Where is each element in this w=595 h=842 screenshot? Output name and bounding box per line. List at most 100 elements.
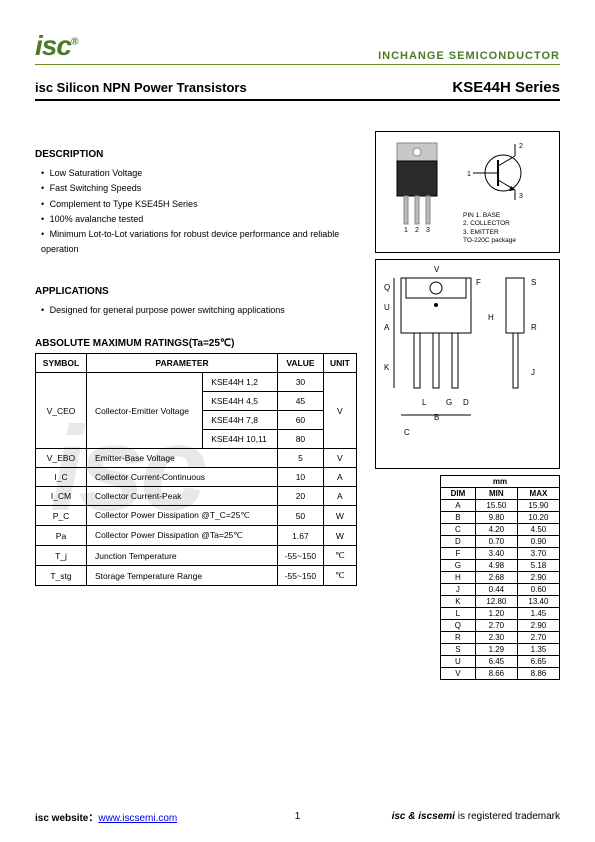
dim-cell: 2.90: [517, 571, 559, 583]
cell-unit: ℃: [323, 566, 356, 586]
table-row: F3.403.70: [441, 547, 560, 559]
dim-cell: 4.50: [517, 523, 559, 535]
svg-text:K: K: [384, 363, 390, 372]
svg-text:S: S: [531, 278, 536, 287]
dim-cell: J: [441, 583, 476, 595]
list-item: Low Saturation Voltage: [41, 166, 357, 181]
footer-trademark: isc & iscsemi isc & iscsemi is registere…: [392, 811, 560, 822]
dim-cell: V: [441, 667, 476, 679]
dim-cell: A: [441, 499, 476, 511]
ratings-table: SYMBOL PARAMETER VALUE UNIT V_CEO Collec…: [35, 353, 357, 586]
cell-symbol: V_CEO: [36, 373, 87, 449]
svg-text:V: V: [434, 265, 440, 274]
table-row: V_CEO Collector-Emitter Voltage KSE44H 1…: [36, 373, 357, 392]
cell-param: Collector Power Dissipation @T_C=25℃: [86, 506, 277, 526]
dim-cell: 1.45: [517, 607, 559, 619]
cell-sublabel: KSE44H 7,8: [203, 411, 278, 430]
page-number: 1: [295, 811, 301, 822]
cell-value: 10: [278, 468, 324, 487]
cell-param: Collector-Emitter Voltage: [86, 373, 202, 449]
cell-value: 45: [278, 392, 324, 411]
cell-param: Collector Current-Continuous: [86, 468, 277, 487]
cell-value: 20: [278, 487, 324, 506]
cell-unit: A: [323, 468, 356, 487]
svg-text:2: 2: [519, 143, 523, 150]
table-row: T_jJunction Temperature-55~150℃: [36, 546, 357, 566]
table-row: V8.668.86: [441, 667, 560, 679]
cell-unit: W: [323, 526, 356, 546]
dim-cell: L: [441, 607, 476, 619]
svg-text:G: G: [446, 398, 452, 407]
cell-value: 50: [278, 506, 324, 526]
table-row: H2.682.90: [441, 571, 560, 583]
svg-text:Q: Q: [384, 283, 390, 292]
cell-param: Storage Temperature Range: [86, 566, 277, 586]
cell-value: 80: [278, 430, 324, 449]
cell-symbol: I_C: [36, 468, 87, 487]
table-row: K12.8013.40: [441, 595, 560, 607]
dim-cell: 3.40: [475, 547, 517, 559]
dim-cell: 6.45: [475, 655, 517, 667]
cell-value: 30: [278, 373, 324, 392]
dim-cell: C: [441, 523, 476, 535]
svg-text:R: R: [531, 323, 537, 332]
logo-text: isc: [35, 30, 71, 61]
website-link[interactable]: www.iscsemi.com: [98, 813, 177, 824]
dim-cell: 1.20: [475, 607, 517, 619]
list-item: 100% avalanche tested: [41, 212, 357, 227]
header: isc® INCHANGE SEMICONDUCTOR: [35, 30, 560, 65]
cell-symbol: P_C: [36, 506, 87, 526]
col-unit: UNIT: [323, 354, 356, 373]
cell-value: 5: [278, 449, 324, 468]
table-row: B9.8010.20: [441, 511, 560, 523]
table-row: C4.204.50: [441, 523, 560, 535]
dim-cell: U: [441, 655, 476, 667]
cell-unit: W: [323, 506, 356, 526]
dim-cell: 3.70: [517, 547, 559, 559]
dim-cell: 0.44: [475, 583, 517, 595]
dim-cell: 10.20: [517, 511, 559, 523]
cell-sublabel: KSE44H 1,2: [203, 373, 278, 392]
list-item: Fast Switching Speeds: [41, 181, 357, 196]
dim-col: MIN: [475, 487, 517, 499]
table-row: U6.456.65: [441, 655, 560, 667]
dim-cell: Q: [441, 619, 476, 631]
cell-symbol: T_j: [36, 546, 87, 566]
dim-cell: 4.20: [475, 523, 517, 535]
cell-symbol: T_stg: [36, 566, 87, 586]
dim-cell: 13.40: [517, 595, 559, 607]
cell-symbol: I_CM: [36, 487, 87, 506]
dim-cell: H: [441, 571, 476, 583]
svg-text:1: 1: [404, 227, 408, 233]
applications-heading: APPLICATIONS: [35, 286, 357, 297]
table-row: J0.440.60: [441, 583, 560, 595]
cell-symbol: Pa: [36, 526, 87, 546]
dim-cell: 2.70: [475, 619, 517, 631]
dim-cell: 0.60: [517, 583, 559, 595]
dim-cell: 15.90: [517, 499, 559, 511]
cell-value: 1.67: [278, 526, 324, 546]
logo: isc®: [35, 30, 77, 62]
dimensions-table: mm DIM MIN MAX A15.5015.90B9.8010.20C4.2…: [440, 475, 560, 680]
package-photo: 1 2 3: [382, 138, 457, 233]
svg-text:C: C: [404, 428, 410, 437]
dim-cell: 6.65: [517, 655, 559, 667]
col-parameter: PARAMETER: [86, 354, 277, 373]
svg-text:A: A: [384, 323, 390, 332]
brand-name: INCHANGE SEMICONDUCTOR: [378, 50, 560, 62]
dim-cell: D: [441, 535, 476, 547]
dim-cell: 4.98: [475, 559, 517, 571]
svg-text:L: L: [422, 398, 427, 407]
col-symbol: SYMBOL: [36, 354, 87, 373]
svg-text:B: B: [434, 413, 439, 422]
table-row: I_CMCollector Current-Peak20A: [36, 487, 357, 506]
dim-cell: 8.66: [475, 667, 517, 679]
dim-header-top: mm: [441, 475, 560, 487]
cell-value: -55~150: [278, 566, 324, 586]
table-row: L1.201.45: [441, 607, 560, 619]
dim-cell: 15.50: [475, 499, 517, 511]
dim-cell: 9.80: [475, 511, 517, 523]
dim-cell: 1.35: [517, 643, 559, 655]
footer-website: isc website：www.iscsemi.com: [35, 809, 177, 824]
pin-legend: PIN 1. BASE: [463, 212, 558, 220]
